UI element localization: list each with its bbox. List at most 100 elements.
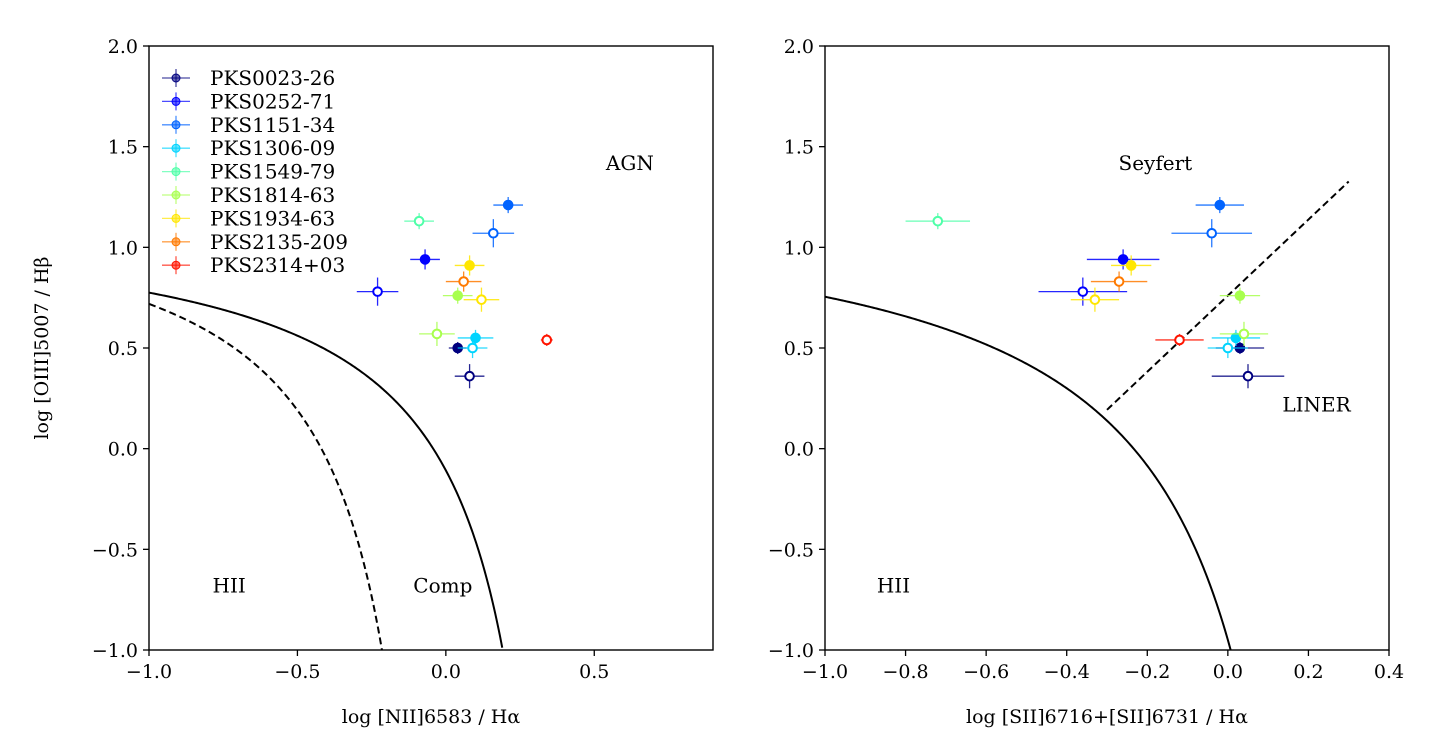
x-tick-label: −1.0 xyxy=(126,661,172,683)
legend-entry: PKS0252-71 xyxy=(162,89,335,113)
data-point xyxy=(463,287,500,312)
y-tick-label: 1.0 xyxy=(784,237,814,259)
data-point xyxy=(404,213,434,230)
legend-label: PKS2314+03 xyxy=(210,253,345,277)
point-marker xyxy=(1125,260,1137,271)
legend-entry: PKS0023-26 xyxy=(162,66,335,90)
point-marker xyxy=(431,328,443,340)
x-tick-label: −0.8 xyxy=(883,661,929,683)
legend-marker xyxy=(171,167,181,177)
axes-frame xyxy=(824,45,1390,651)
legend-marker xyxy=(171,260,181,270)
point-marker xyxy=(1174,334,1185,346)
data-point xyxy=(1038,277,1128,306)
data-point xyxy=(410,249,440,270)
legend-marker xyxy=(171,237,181,247)
point-marker xyxy=(467,342,478,354)
point-marker xyxy=(1113,276,1125,287)
point-marker xyxy=(1089,294,1101,305)
x-tick-label: 0.0 xyxy=(431,661,461,683)
x-tick-label: −0.2 xyxy=(1124,661,1170,683)
point-marker xyxy=(488,227,499,239)
legend-label: PKS1549-79 xyxy=(210,160,335,184)
legend-entry: PKS2314+03 xyxy=(162,253,345,277)
panel-2: −1.0 −0.8 −0.6 −0.4 −0.2 0.0 0.2 0.4 −1.0 −0.5 0.0… xyxy=(768,36,1404,728)
y-tick-label: 2.0 xyxy=(784,36,814,58)
data-point xyxy=(457,337,488,359)
demarcation-line-kauffmann xyxy=(149,302,383,650)
legend-label: PKS1306-09 xyxy=(210,136,335,160)
legend-entry: PKS1151-34 xyxy=(162,113,335,137)
point-marker xyxy=(502,199,514,211)
point-marker xyxy=(541,334,553,346)
y-tick-label: 0.0 xyxy=(108,439,138,461)
x-tick-label: 0.0 xyxy=(1213,661,1243,683)
data-point xyxy=(540,333,553,346)
x-tick-label: −0.5 xyxy=(274,661,320,683)
point-marker xyxy=(413,215,425,227)
point-marker xyxy=(464,260,475,271)
legend-entry: PKS1549-79 xyxy=(162,160,335,184)
point-marker xyxy=(458,276,469,287)
region-label: HII xyxy=(877,574,910,598)
data-point xyxy=(419,321,455,346)
data-point xyxy=(905,213,971,230)
data-point xyxy=(454,255,485,276)
data-point xyxy=(1171,219,1253,248)
y-tick-label: 2.0 xyxy=(108,36,138,58)
demarcation-line-kewley xyxy=(149,291,504,648)
legend-marker xyxy=(171,120,181,130)
point-marker xyxy=(372,286,383,297)
data-point xyxy=(1070,287,1120,312)
data-point xyxy=(1219,321,1269,346)
data-point xyxy=(472,219,515,248)
y-tick-label: 0.0 xyxy=(784,439,814,461)
y-tick-label: 1.5 xyxy=(784,137,814,159)
point-marker xyxy=(476,294,487,305)
region-label: HII xyxy=(213,574,246,598)
legend-label: PKS1814-63 xyxy=(210,183,335,207)
point-marker xyxy=(1117,254,1129,265)
point-marker xyxy=(1242,370,1254,382)
y-tick-label: −0.5 xyxy=(92,539,138,561)
panel-1: −1.0 −0.5 0.0 0.5 −1.0 −0.5 0.0 0.5 1.0 1.5 2.0 log… xyxy=(31,36,714,728)
region-label: Comp xyxy=(413,574,472,598)
data-point xyxy=(442,287,473,304)
data-point xyxy=(1090,271,1148,292)
data-point xyxy=(493,197,524,214)
legend-marker xyxy=(171,190,181,200)
legend-entry: PKS1306-09 xyxy=(162,136,335,160)
y-tick-label: 0.5 xyxy=(108,338,138,360)
legend-label: PKS0023-26 xyxy=(210,66,335,90)
region-label: AGN xyxy=(605,151,654,175)
legend-marker xyxy=(171,143,181,153)
data-point xyxy=(445,271,482,292)
point-marker xyxy=(470,332,481,344)
data-point xyxy=(1211,329,1261,346)
legend-marker xyxy=(171,73,181,83)
legend-entry: PKS1934-63 xyxy=(162,206,335,230)
x-tick-label: −1.0 xyxy=(802,661,848,683)
point-marker xyxy=(419,254,431,265)
data-point xyxy=(1207,337,1248,359)
point-marker xyxy=(1077,286,1089,297)
legend-marker xyxy=(171,96,181,106)
legend-label: PKS2135-209 xyxy=(210,230,348,254)
x-tick-label: 0.4 xyxy=(1374,661,1404,683)
x-tick-label: −0.6 xyxy=(963,661,1009,683)
point-marker xyxy=(1238,328,1250,340)
data-point xyxy=(1195,197,1244,214)
y-tick-label: 0.5 xyxy=(784,338,814,360)
legend-entry: PKS1814-63 xyxy=(162,183,335,207)
data-point xyxy=(457,329,494,346)
y-axis-label: log [OIII]5007 / Hβ xyxy=(31,256,53,439)
point-marker xyxy=(932,215,944,227)
legend: PKS0023-26PKS0252-71PKS1151-34PKS1306-09… xyxy=(162,66,348,277)
demarcation-line-kewley_sii xyxy=(825,295,1232,650)
data-point xyxy=(1111,255,1152,276)
y-tick-label: −1.0 xyxy=(92,640,138,662)
data-point xyxy=(1086,249,1160,270)
point-marker xyxy=(1222,342,1234,354)
point-marker xyxy=(1234,290,1246,301)
